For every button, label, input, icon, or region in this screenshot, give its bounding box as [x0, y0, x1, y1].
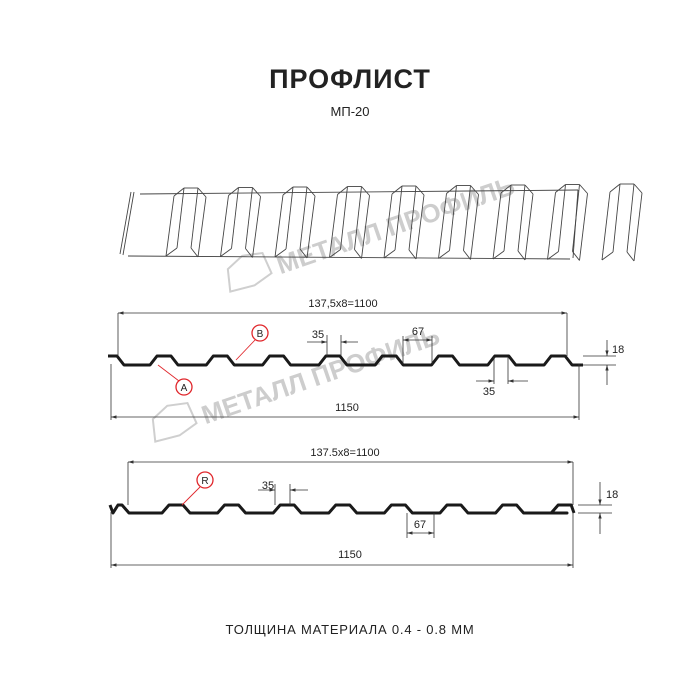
bottom-width-label: 67 [412, 326, 424, 338]
top-width-label: 35 [312, 329, 324, 341]
profile-a-outline [108, 354, 583, 367]
pitch-label: 137,5x8=1100 [308, 298, 377, 310]
total-width-label: 1150 [335, 402, 359, 414]
profile-b: 137.5x8=1100 1150 35 67 18 R [108, 447, 618, 568]
svg-text:A: A [181, 383, 188, 394]
watermark-logo-icon [226, 251, 273, 293]
height-label: 18 [606, 489, 618, 501]
marker-r: R [181, 471, 214, 506]
watermark-text: МЕТАЛЛ ПРОФИЛЬ [273, 170, 519, 280]
marker-b: B [235, 324, 269, 361]
svg-text:R: R [201, 476, 208, 487]
page-subtitle: МП-20 [331, 104, 370, 119]
bottom-width-label: 67 [414, 519, 426, 531]
marker-a: A [157, 364, 193, 396]
page-title: ПРОФЛИСТ [269, 64, 431, 94]
lower-width-label: 35 [483, 386, 495, 398]
top-width-label: 35 [262, 480, 274, 492]
profile-b-outline [108, 503, 576, 515]
watermark-logo-icon [151, 401, 198, 443]
profile-a: 137,5x8=1100 1150 35 67 35 18 B A [108, 298, 624, 420]
total-width-label: 1150 [338, 549, 362, 561]
svg-text:B: B [257, 329, 264, 340]
material-thickness: ТОЛЩИНА МАТЕРИАЛА 0.4 - 0.8 ММ [226, 622, 475, 637]
sheet-3d-view [119, 183, 643, 262]
pitch-label: 137.5x8=1100 [310, 447, 379, 459]
height-label: 18 [612, 344, 624, 356]
